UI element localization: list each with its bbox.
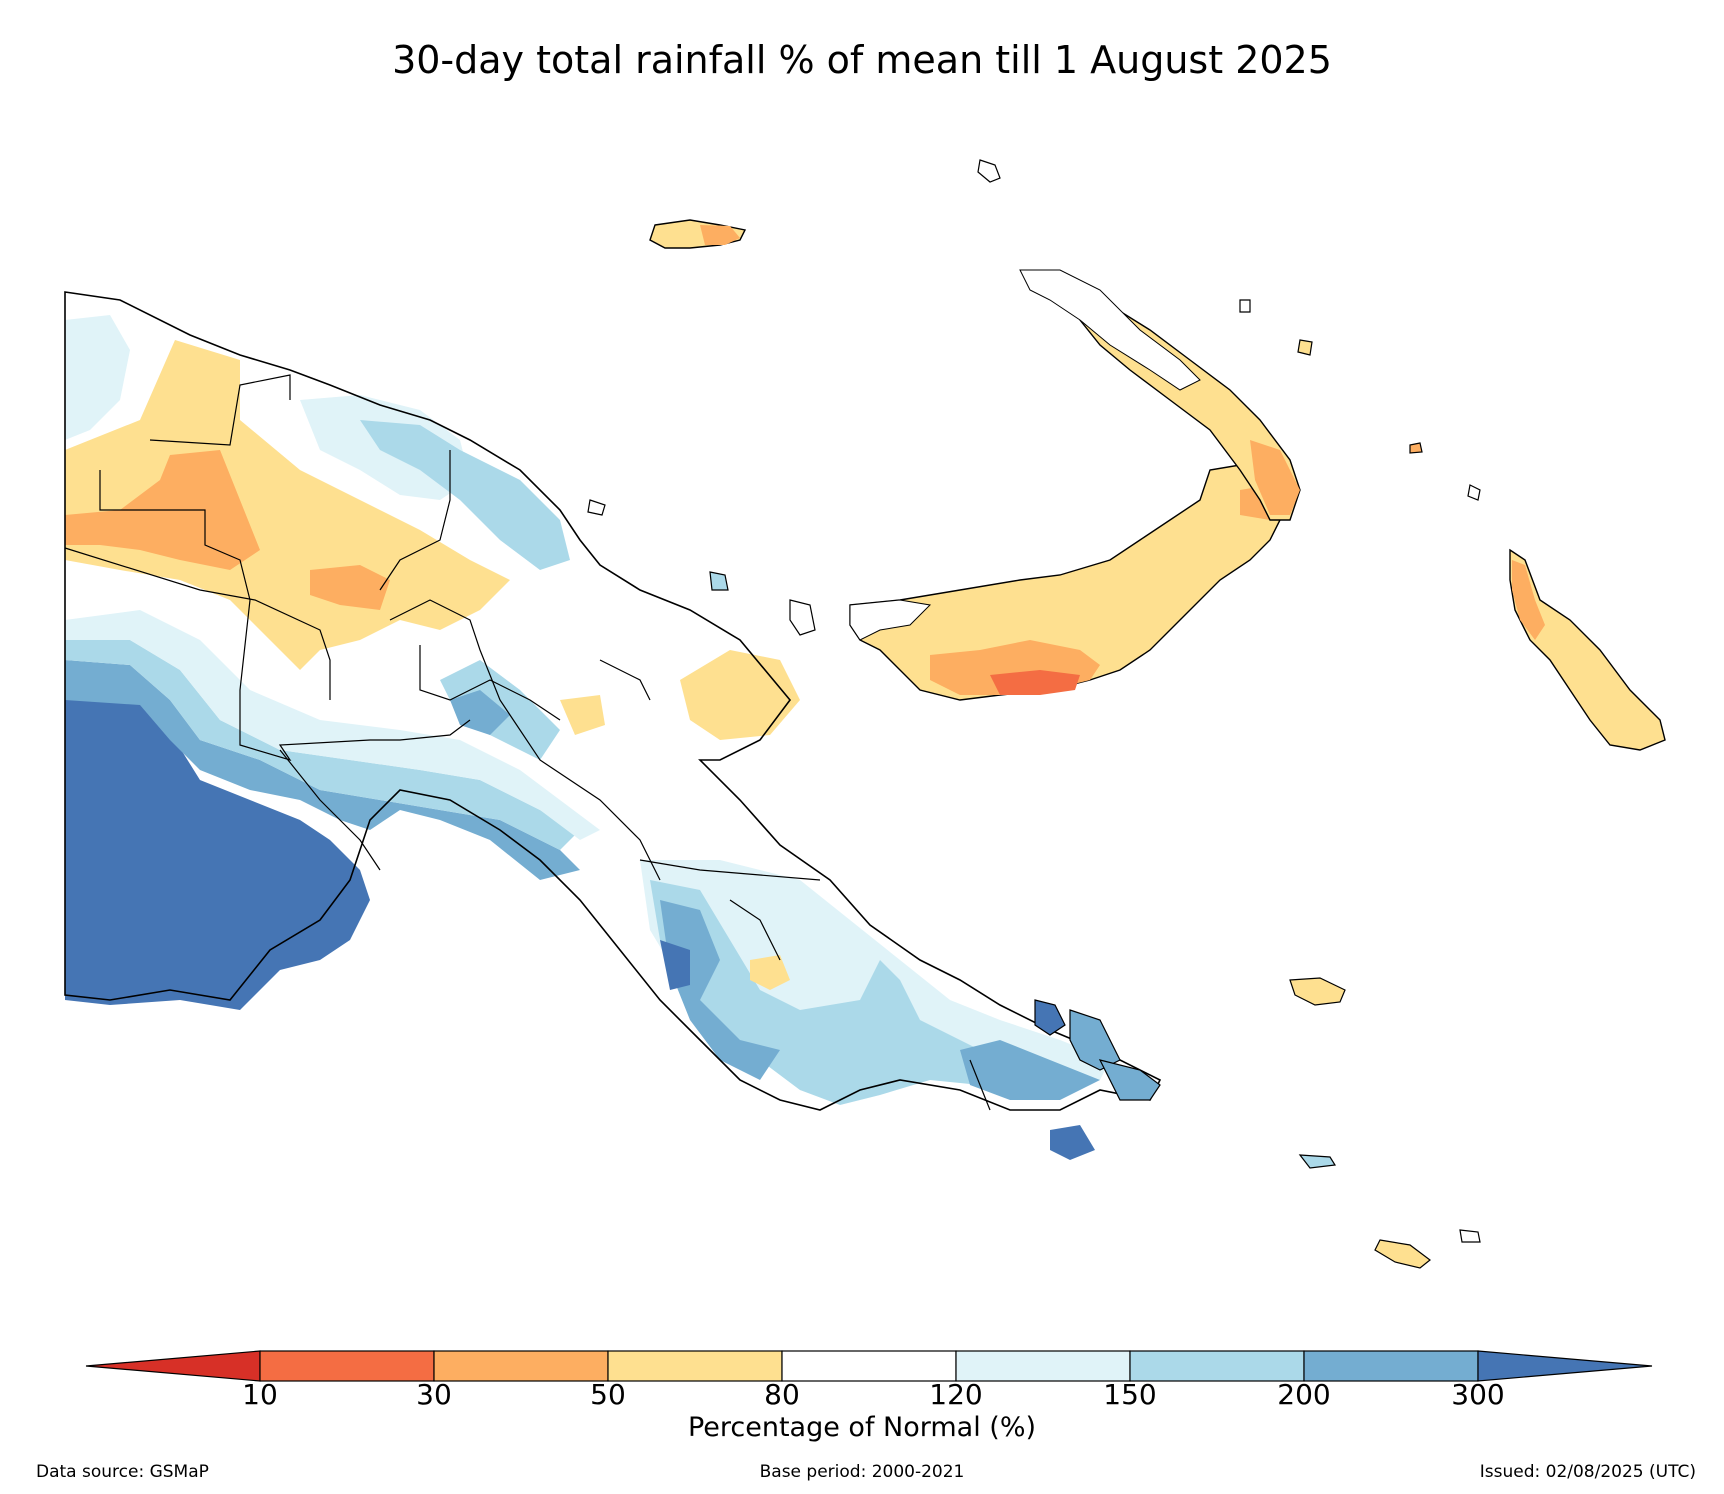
colorbar-bin-10-30 xyxy=(259,1350,435,1382)
zone-150-200-s xyxy=(65,640,580,850)
bougainville xyxy=(1509,548,1666,751)
issued-note: Issued: 02/08/2025 (UTC) xyxy=(1479,1462,1696,1482)
bougainville-30-50 xyxy=(1512,560,1545,640)
zone-50-80-small xyxy=(560,695,605,735)
zone-300plus-se xyxy=(660,940,1095,1160)
colorbar-low-extension xyxy=(85,1350,261,1382)
new-britain xyxy=(849,464,1291,701)
colorbar-bin-80-120 xyxy=(781,1350,957,1382)
zone-300plus-sw xyxy=(65,700,370,1010)
map-title: 30-day total rainfall % of mean till 1 A… xyxy=(392,38,1332,82)
zone-50-80-nw xyxy=(65,340,510,670)
manus-30-50 xyxy=(700,225,740,245)
colorbar-tick-label: 50 xyxy=(590,1378,626,1411)
new-britain-white-w xyxy=(849,599,932,641)
rainfall-map xyxy=(64,159,1666,1269)
zone-150-200-n xyxy=(360,420,570,570)
colorbar-bin-200-300 xyxy=(1303,1350,1479,1382)
new-britain-10-30 xyxy=(990,670,1080,695)
colorbar-title: Percentage of Normal (%) xyxy=(687,1412,1037,1443)
colorbar-bin-150-200 xyxy=(1129,1350,1305,1382)
colorbar-bin-120-150 xyxy=(955,1350,1131,1382)
colorbar-tick-label: 300 xyxy=(1451,1378,1505,1411)
mainland xyxy=(65,292,1160,1160)
new-ireland-30-50 xyxy=(1250,440,1300,515)
data-source-note: Data source: GSMaP xyxy=(36,1462,209,1482)
province-borders xyxy=(64,374,991,1111)
zone-120-150-nw xyxy=(65,315,130,440)
colorbar xyxy=(85,1350,1653,1382)
colorbar-bin-50-80 xyxy=(607,1350,783,1382)
colorbar-tick-label: 150 xyxy=(1103,1378,1157,1411)
zone-200-300-s xyxy=(65,660,580,880)
zone-200-300-se xyxy=(660,900,780,1080)
zone-120-150-s xyxy=(65,610,600,840)
colorbar-high-extension xyxy=(1477,1350,1653,1382)
colorbar-tick-label: 120 xyxy=(929,1378,983,1411)
zone-30-50-c xyxy=(310,565,390,610)
colorbar-tick-label: 30 xyxy=(416,1378,452,1411)
zone-50-80-se xyxy=(750,955,790,990)
small-islands xyxy=(587,159,1481,1269)
zone-50-80-ne xyxy=(680,650,800,740)
colorbar-tick-label: 10 xyxy=(242,1378,278,1411)
zone-200-300-se2 xyxy=(960,1040,1100,1100)
colorbar-tick-label: 80 xyxy=(764,1378,800,1411)
new-ireland-white-n xyxy=(1019,269,1201,391)
colorbar-tick-label: 200 xyxy=(1277,1378,1331,1411)
colorbar-bin-30-50 xyxy=(433,1350,609,1382)
base-period-note: Base period: 2000-2021 xyxy=(759,1462,965,1482)
